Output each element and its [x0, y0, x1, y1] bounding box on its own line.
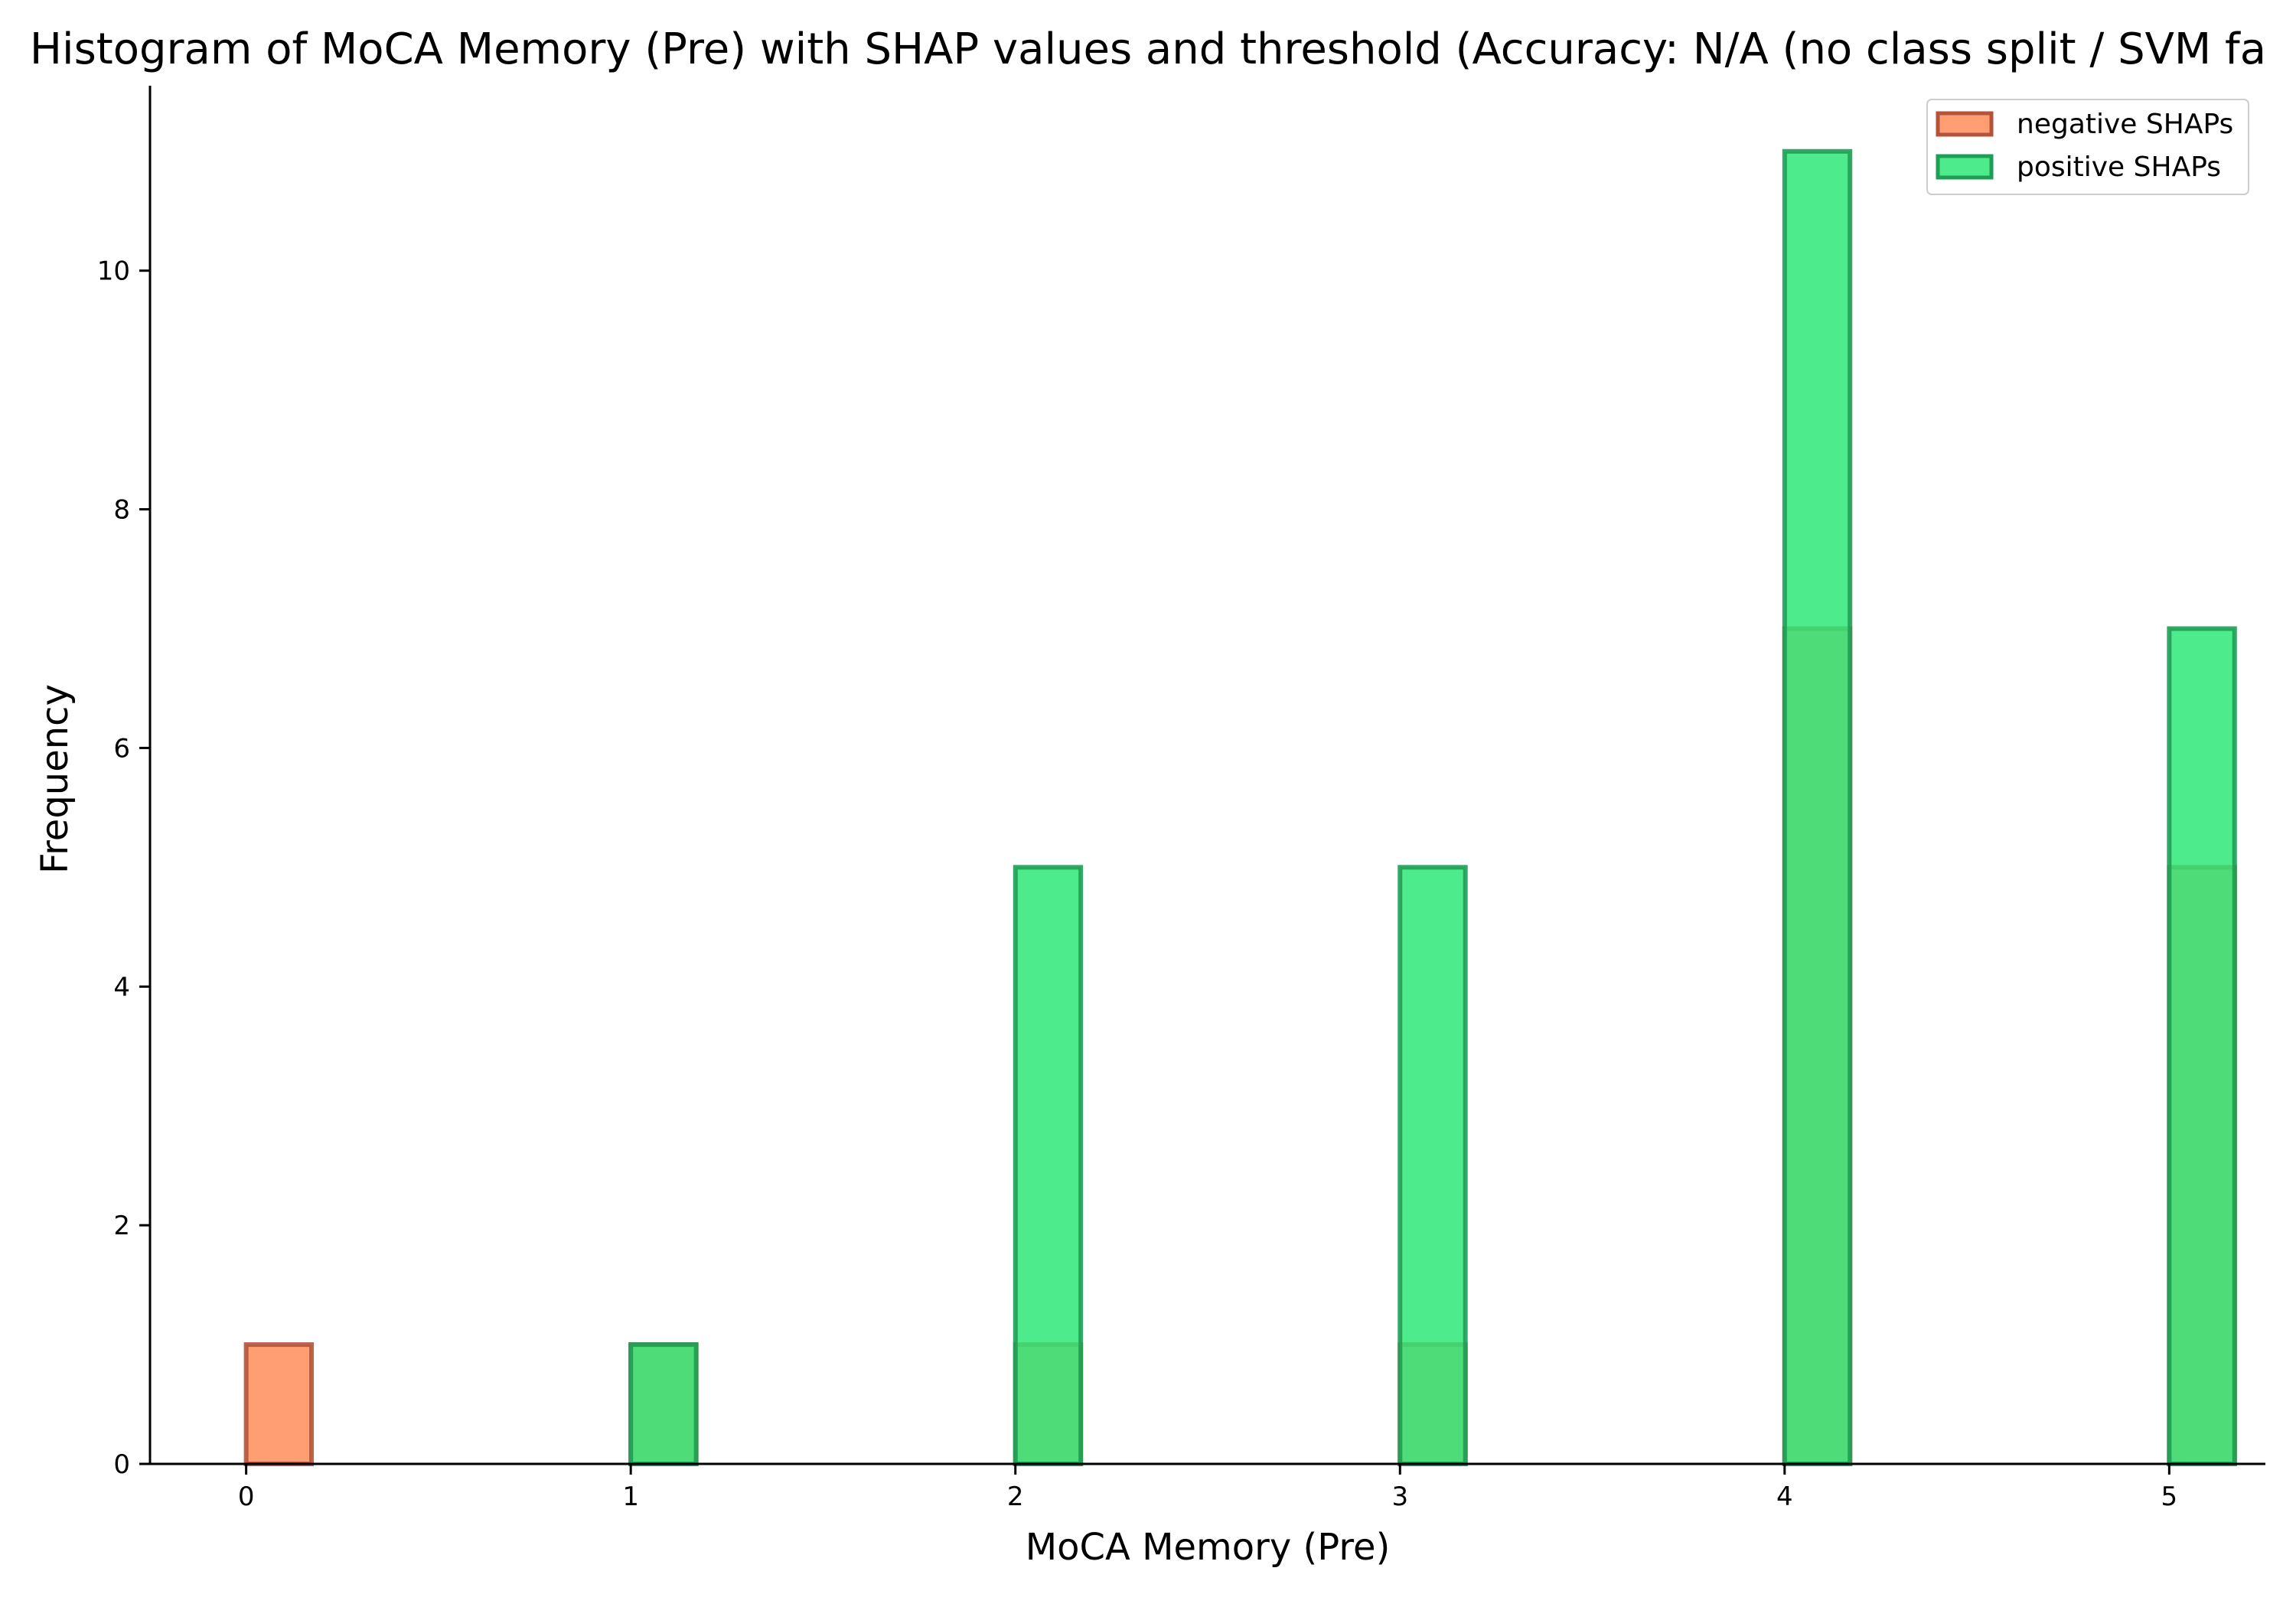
y-ticks: 0 2 4 6 8 10: [97, 256, 150, 1480]
y-tick-label: 2: [113, 1211, 130, 1241]
negative-shap-bar-0: [243, 1342, 315, 1466]
positive-shap-bar-3: [1397, 865, 1468, 1466]
legend-swatch-positive: [1936, 154, 1994, 180]
y-axis-label: Frequency: [34, 684, 77, 874]
y-tick-label: 4: [113, 972, 130, 1002]
x-tick-label: 2: [1007, 1482, 1024, 1512]
chart-title: Histogram of MoCA Memory (Pre) with SHAP…: [30, 24, 2266, 74]
x-tick-label: 0: [238, 1482, 255, 1512]
x-tick-label: 3: [1391, 1482, 1408, 1512]
y-tick-label: 8: [113, 495, 130, 526]
positive-shap-bar-4: [1782, 148, 1853, 1466]
positive-shap-bar-5: [2167, 626, 2237, 1466]
bars-layer: [243, 148, 2237, 1466]
y-tick-label: 6: [113, 733, 130, 764]
legend: negative SHAPs positive SHAPs: [1926, 99, 2249, 195]
legend-label-negative: negative SHAPs: [2017, 109, 2233, 140]
x-tick-label: 5: [2161, 1482, 2178, 1512]
positive-shap-bar-1: [628, 1342, 699, 1466]
y-tick-label: 0: [113, 1449, 130, 1480]
y-tick-label: 10: [97, 256, 130, 287]
x-ticks: 0 1 2 3 4 5: [238, 1464, 2177, 1512]
x-tick-label: 4: [1776, 1482, 1793, 1512]
x-axis-label: MoCA Memory (Pre): [1026, 1526, 1391, 1569]
legend-swatch-negative: [1936, 111, 1994, 137]
legend-frame: [1926, 99, 2249, 195]
positive-shap-bar-2: [1013, 865, 1084, 1466]
x-tick-label: 1: [622, 1482, 639, 1512]
legend-label-positive: positive SHAPs: [2017, 152, 2221, 183]
